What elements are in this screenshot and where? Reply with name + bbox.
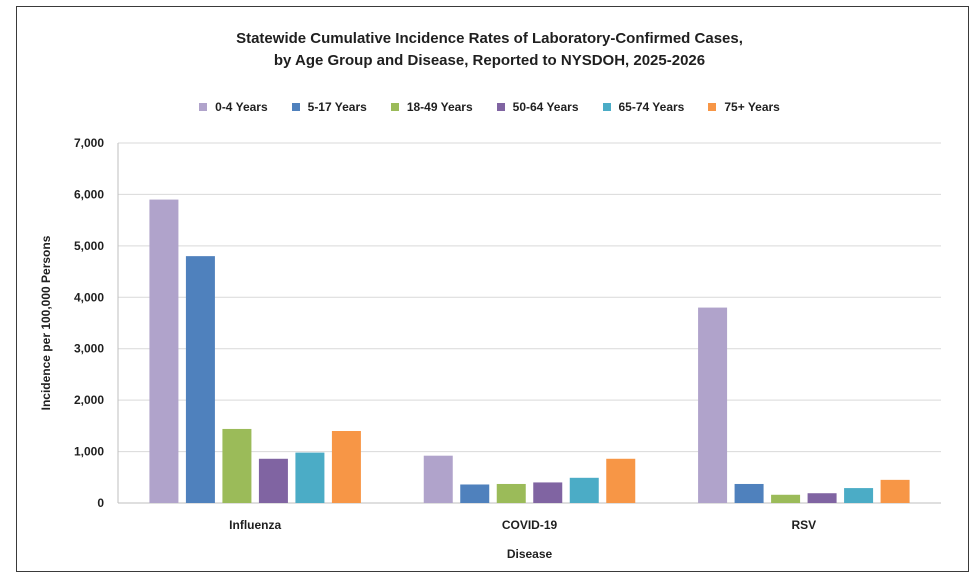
bar — [569, 477, 599, 503]
legend-label: 0-4 Years — [215, 100, 268, 114]
legend-label: 18-49 Years — [406, 100, 473, 114]
bar — [423, 455, 453, 503]
y-tick-label: 6,000 — [74, 187, 104, 201]
bar — [496, 483, 526, 503]
bar — [295, 452, 325, 503]
legend-label: 75+ Years — [724, 100, 780, 114]
y-tick-label: 4,000 — [74, 290, 104, 304]
y-tick-label: 7,000 — [74, 136, 104, 150]
bar — [533, 482, 563, 503]
bar — [698, 307, 728, 503]
bar — [771, 494, 801, 503]
bar — [331, 431, 361, 503]
legend-label: 5-17 Years — [307, 100, 367, 114]
chart-subtitle: by Age Group and Disease, Reported to NY… — [273, 52, 706, 69]
x-axis-title: Disease — [507, 547, 553, 561]
y-tick-label: 5,000 — [74, 239, 104, 253]
y-tick-label: 2,000 — [74, 393, 104, 407]
bar — [606, 458, 636, 503]
legend-label: 50-64 Years — [512, 100, 579, 114]
legend-item: 50-64 Years — [496, 100, 579, 114]
y-axis-title: Incidence per 100,000 Persons — [39, 235, 53, 410]
y-tick-label: 0 — [97, 496, 104, 510]
bar — [185, 256, 215, 503]
legend-item: 5-17 Years — [291, 100, 367, 114]
legend-item: 65-74 Years — [602, 100, 685, 114]
legend-item: 75+ Years — [708, 100, 780, 114]
legend-item: 0-4 Years — [199, 100, 268, 114]
legend-swatch — [708, 103, 717, 111]
legend-swatch — [496, 103, 505, 111]
x-tick-label: RSV — [791, 518, 816, 532]
legend-swatch — [602, 103, 611, 111]
bar — [460, 484, 490, 503]
bar — [880, 479, 910, 503]
legend-label: 65-74 Years — [618, 100, 685, 114]
legend-swatch — [199, 103, 208, 111]
bar — [222, 428, 252, 503]
x-tick-label: Influenza — [229, 518, 281, 532]
legend-item: 18-49 Years — [390, 100, 473, 114]
chart-title-block: Statewide Cumulative Incidence Rates of … — [0, 28, 979, 72]
bar — [258, 458, 288, 503]
bar — [149, 199, 179, 504]
y-tick-label: 1,000 — [74, 445, 104, 459]
legend-swatch — [390, 103, 399, 111]
bar — [844, 488, 874, 503]
chart-title: Statewide Cumulative Incidence Rates of … — [236, 30, 743, 47]
chart-legend: 0-4 Years 5-17 Years 18-49 Years 50-64 Year… — [0, 100, 979, 114]
y-tick-label: 3,000 — [74, 342, 104, 356]
bar — [734, 483, 764, 503]
x-tick-label: COVID-19 — [502, 518, 558, 532]
legend-swatch — [291, 103, 300, 111]
bar — [807, 493, 837, 503]
